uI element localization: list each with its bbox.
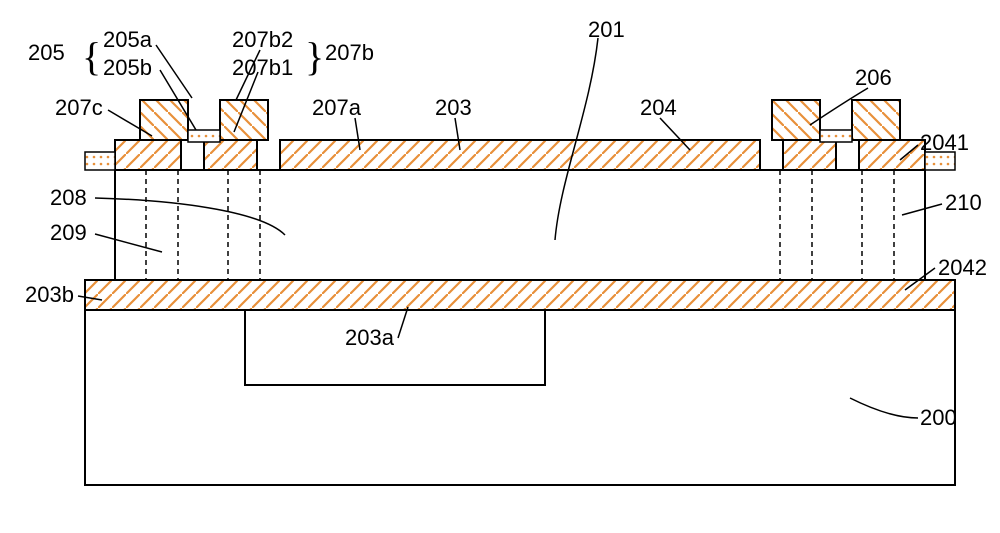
label-n207b2: 207b2 [232,27,293,52]
label-n2041: 2041 [920,130,969,155]
label-n209: 209 [50,220,87,245]
label-n203b: 203b [25,282,74,307]
label-n205: 205 [28,40,65,65]
label-n203: 203 [435,95,472,120]
label-n205b: 205b [103,55,152,80]
label-n2042: 2042 [938,255,987,280]
brace-207b: } [305,34,324,79]
label-n208: 208 [50,185,87,210]
label-n203a: 203a [345,325,395,350]
dotted-mid-left [188,130,220,142]
label-n201: 201 [588,17,625,42]
top-hatched-bar-seg [204,140,257,170]
top-hatched-bar-seg [115,140,181,170]
label-n200: 200 [920,405,957,430]
dotted-mid-right [820,130,852,142]
label-n210: 210 [945,190,982,215]
cavity [245,310,545,385]
label-n207b: 207b [325,40,374,65]
label-n204: 204 [640,95,677,120]
protrusion-right-inner [772,100,820,140]
label-n205a: 205a [103,27,153,52]
label-n207c: 207c [55,95,103,120]
top-hatched-bar-seg [280,140,760,170]
dotted-left [85,152,115,170]
label-n206: 206 [855,65,892,90]
top-hatched-bar-seg [783,140,836,170]
label-n207b1: 207b1 [232,55,293,80]
brace-205: { [82,34,101,79]
label-n207a: 207a [312,95,362,120]
body-201 [115,170,925,280]
bottom-hatched-bar [85,280,955,310]
protrusion-206 [852,100,900,140]
top-hatched-bar-seg [859,140,925,170]
